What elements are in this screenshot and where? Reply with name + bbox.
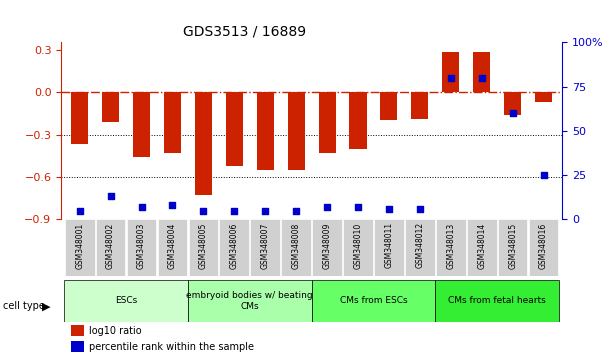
FancyBboxPatch shape [189,219,218,276]
FancyBboxPatch shape [251,219,280,276]
Text: cell type: cell type [3,301,45,311]
Text: GSM348012: GSM348012 [415,222,425,268]
FancyBboxPatch shape [343,219,373,276]
Text: GSM348016: GSM348016 [539,222,548,269]
FancyBboxPatch shape [188,280,312,322]
Bar [411,92,428,119]
Point [291,208,301,213]
Point [167,202,177,208]
FancyBboxPatch shape [158,219,188,276]
Point [106,194,115,199]
Bar [257,92,274,170]
Text: ESCs: ESCs [115,296,137,306]
Point [446,75,456,81]
Point [508,110,518,116]
Text: percentile rank within the sample: percentile rank within the sample [89,342,254,352]
Point [415,206,425,212]
Bar [195,92,212,195]
Point [260,208,270,213]
Bar [71,325,84,336]
Bar [164,92,181,153]
Point [477,75,486,81]
Text: GSM348009: GSM348009 [323,222,332,269]
FancyBboxPatch shape [435,280,559,322]
Bar [288,92,305,170]
FancyBboxPatch shape [436,219,466,276]
FancyBboxPatch shape [374,219,404,276]
FancyBboxPatch shape [96,219,125,276]
FancyBboxPatch shape [219,219,249,276]
Bar [535,92,552,102]
Bar [473,52,490,92]
Bar [349,92,367,149]
Text: GSM348005: GSM348005 [199,222,208,269]
Text: embryoid bodies w/ beating
CMs: embryoid bodies w/ beating CMs [186,291,313,310]
Point [322,204,332,210]
Text: GSM348011: GSM348011 [384,222,393,268]
FancyBboxPatch shape [64,280,188,322]
Text: ▶: ▶ [42,301,50,311]
Point [199,208,208,213]
Bar [318,92,335,153]
Text: GDS3513 / 16889: GDS3513 / 16889 [183,25,307,39]
Text: CMs from fetal hearts: CMs from fetal hearts [448,296,546,306]
Bar [442,52,459,92]
Bar [102,92,119,122]
Text: GSM348006: GSM348006 [230,222,239,269]
Point [539,172,549,178]
Point [229,208,239,213]
Text: GSM348015: GSM348015 [508,222,517,269]
Text: GSM348013: GSM348013 [446,222,455,269]
Text: GSM348004: GSM348004 [168,222,177,269]
Point [384,206,394,212]
FancyBboxPatch shape [312,280,435,322]
Point [75,208,84,213]
Text: CMs from ESCs: CMs from ESCs [340,296,408,306]
Text: GSM348003: GSM348003 [137,222,146,269]
Text: GSM348001: GSM348001 [75,222,84,269]
FancyBboxPatch shape [65,219,95,276]
FancyBboxPatch shape [281,219,311,276]
FancyBboxPatch shape [126,219,156,276]
Bar [71,341,84,353]
Bar [71,92,88,144]
Text: GSM348007: GSM348007 [261,222,269,269]
FancyBboxPatch shape [405,219,434,276]
Text: GSM348010: GSM348010 [354,222,362,269]
FancyBboxPatch shape [498,219,527,276]
Text: GSM348002: GSM348002 [106,222,115,269]
Text: log10 ratio: log10 ratio [89,326,141,336]
Text: GSM348014: GSM348014 [477,222,486,269]
FancyBboxPatch shape [467,219,497,276]
Point [137,204,147,210]
FancyBboxPatch shape [529,219,558,276]
Point [353,204,363,210]
Bar [133,92,150,157]
FancyBboxPatch shape [312,219,342,276]
Bar [504,92,521,115]
Bar [226,92,243,166]
Bar [381,92,397,120]
Text: GSM348008: GSM348008 [291,222,301,269]
